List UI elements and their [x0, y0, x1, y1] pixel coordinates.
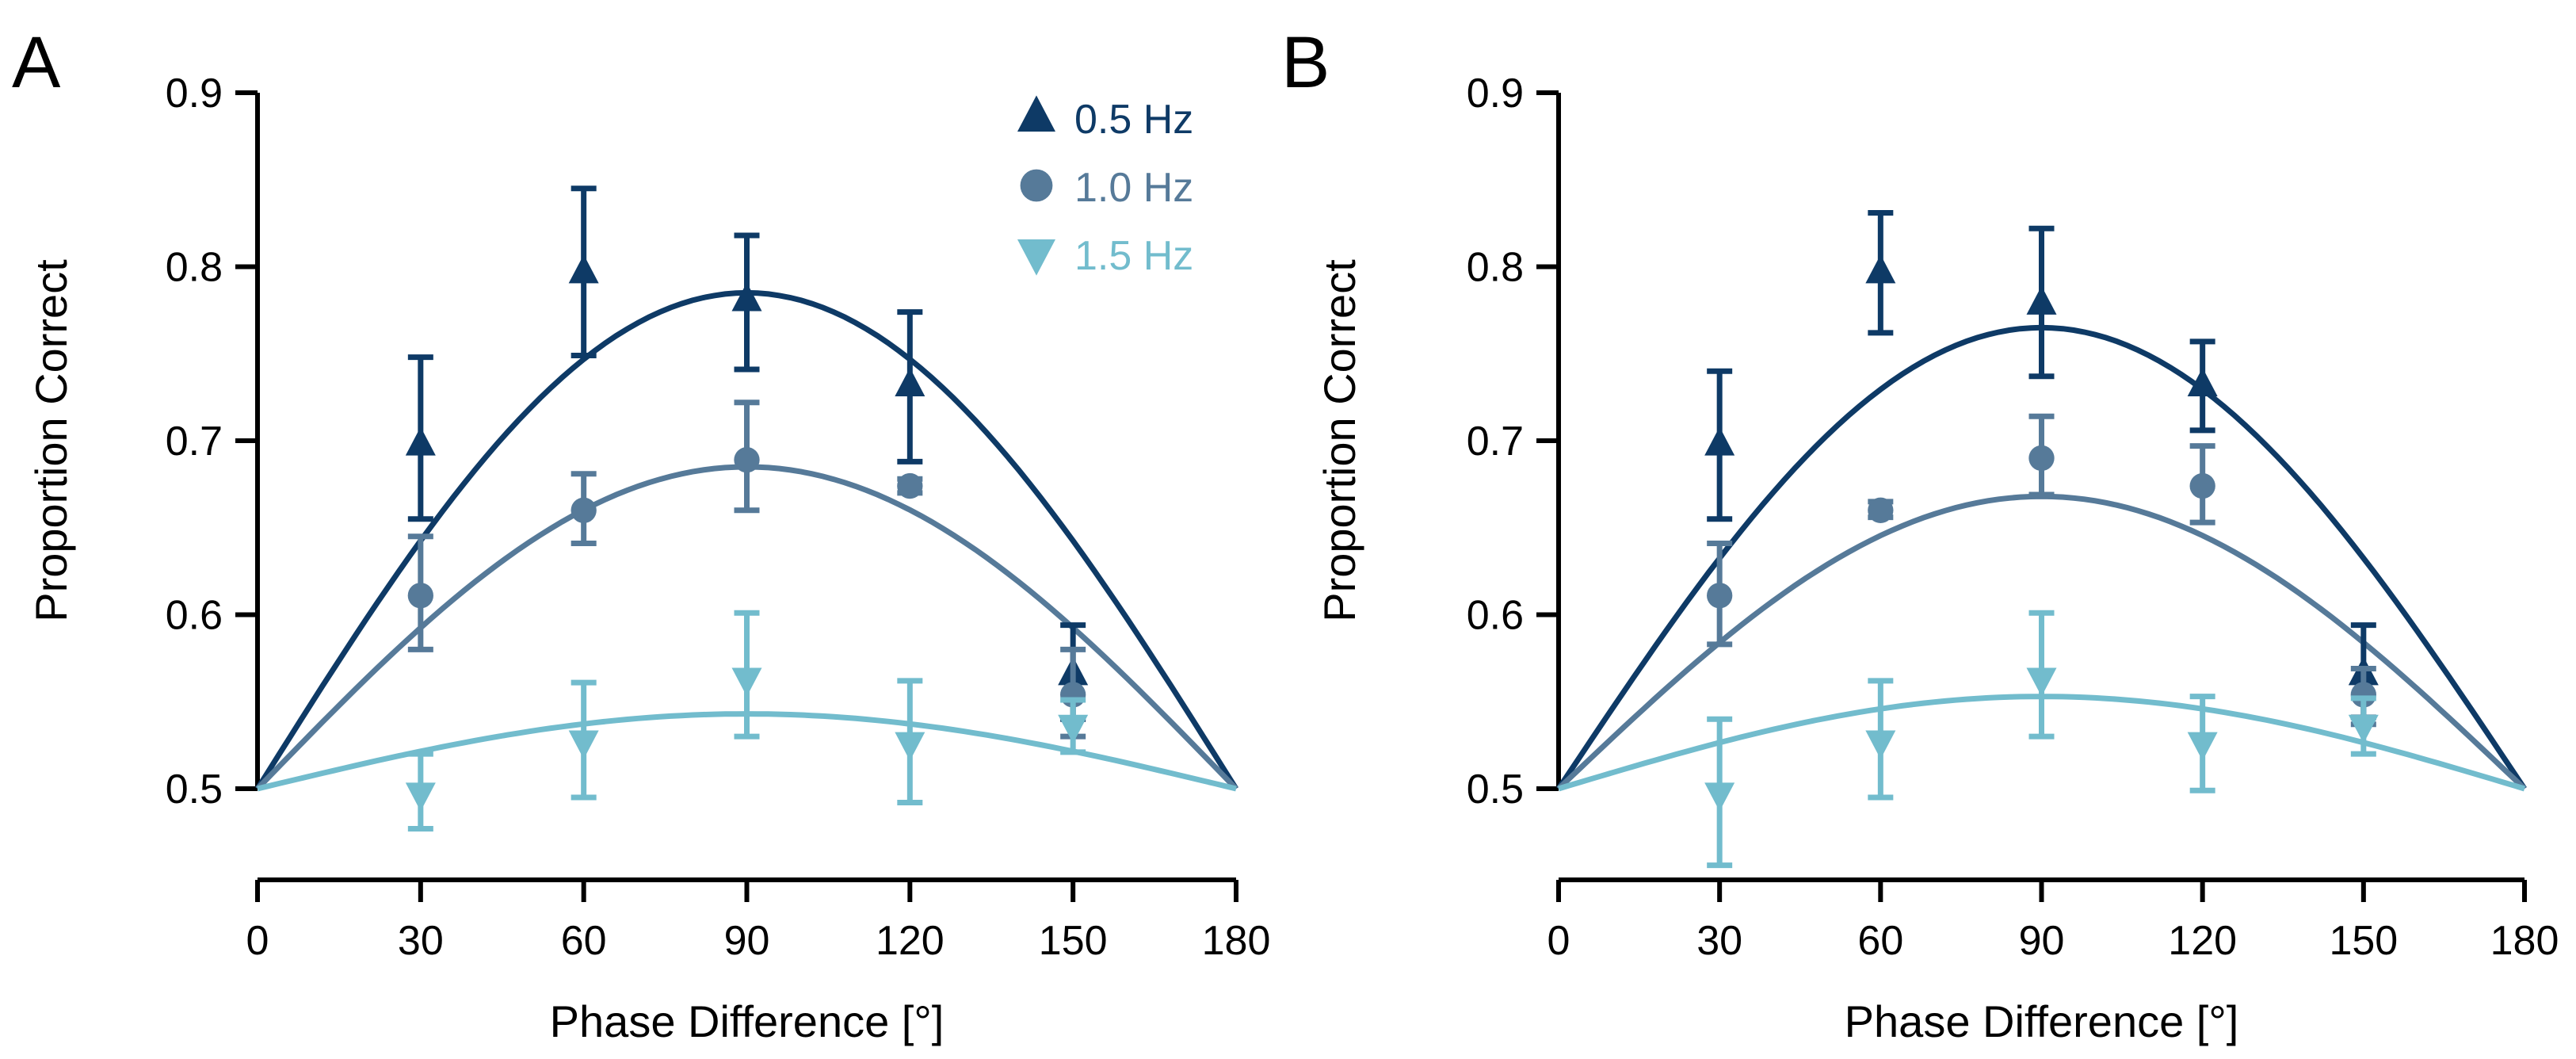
x-axis-title: Phase Difference [°] [550, 996, 945, 1046]
x-tick-label: 60 [561, 918, 607, 964]
x-tick-label: 60 [1857, 918, 1903, 964]
data-point-0-5-hz [731, 282, 762, 312]
y-tick-label: 0.8 [166, 245, 223, 291]
x-tick-label: 120 [876, 918, 945, 964]
panel-letter: A [12, 22, 61, 103]
y-tick-label: 0.5 [1467, 767, 1524, 812]
x-tick-label: 90 [724, 918, 770, 964]
data-point-1-5-hz [568, 730, 599, 759]
y-tick-label: 0.5 [166, 767, 223, 812]
x-tick-label: 30 [398, 918, 444, 964]
data-point-0-5-hz [895, 367, 925, 397]
data-point-1-5-hz [1058, 714, 1089, 744]
data-point-1-5-hz [2187, 732, 2218, 761]
legend-label: 0.5 Hz [1074, 97, 1193, 143]
x-tick-label: 180 [2490, 918, 2559, 964]
data-point-1-0-hz [2028, 445, 2055, 472]
x-tick-label: 150 [2329, 918, 2398, 964]
panel-a: A 0.5 0.6 0.7 0.8 0.9 0 30 60 90 120 150 180 Phase Di… [12, 22, 1270, 1046]
x-tick-label: 0 [1548, 918, 1570, 964]
legend-label: 1.5 Hz [1074, 233, 1193, 279]
data-point-1-5-hz [405, 782, 436, 812]
data-point-1-0-hz [571, 497, 597, 523]
data-point-0-5-hz [1865, 254, 1896, 284]
panel-b: B 0.5 0.6 0.7 0.8 0.9 0 30 60 90 120 150 180 Phase Di… [1281, 22, 2559, 1046]
data-point-0-5-hz [2187, 367, 2218, 397]
data-point-1-0-hz [734, 446, 760, 473]
y-axis-title: Proportion Correct [1315, 259, 1364, 622]
x-tick-label: 150 [1039, 918, 1108, 964]
y-axis-title: Proportion Correct [26, 259, 76, 622]
data-point-1-0-hz [2350, 682, 2376, 708]
legend-label: 1.0 Hz [1074, 165, 1193, 211]
y-tick-label: 0.6 [166, 593, 223, 639]
x-tick-label: 120 [2168, 918, 2237, 964]
panel-letter: B [1281, 22, 1330, 103]
data-point-1-0-hz [407, 583, 433, 609]
data-point-1-0-hz [1707, 583, 1733, 609]
x-tick-label: 0 [246, 918, 269, 964]
legend-marker [1017, 95, 1055, 132]
data-point-1-5-hz [2026, 667, 2057, 697]
data-point-1-0-hz [1868, 497, 1894, 523]
data-point-1-5-hz [895, 732, 925, 761]
legend-marker [1017, 239, 1055, 276]
data-point-0-5-hz [568, 254, 599, 284]
legend-marker [1020, 169, 1053, 202]
y-tick-label: 0.9 [166, 71, 223, 117]
data-point-1-0-hz [897, 472, 923, 499]
x-tick-label: 90 [2019, 918, 2065, 964]
x-tick-label: 180 [1202, 918, 1271, 964]
y-tick-label: 0.6 [1467, 593, 1524, 639]
x-tick-label: 30 [1696, 918, 1742, 964]
y-tick-label: 0.9 [1467, 71, 1524, 117]
x-axis-title: Phase Difference [°] [1845, 996, 2239, 1046]
data-point-1-5-hz [1704, 782, 1735, 812]
data-point-1-5-hz [1865, 730, 1896, 759]
data-point-1-5-hz [731, 667, 762, 697]
data-point-0-5-hz [405, 426, 436, 456]
y-tick-label: 0.8 [1467, 245, 1524, 291]
data-point-1-5-hz [2348, 714, 2379, 744]
y-tick-label: 0.7 [1467, 419, 1524, 465]
data-point-0-5-hz [1704, 426, 1735, 456]
data-point-0-5-hz [2026, 285, 2057, 315]
y-tick-label: 0.7 [166, 419, 223, 465]
data-point-1-0-hz [2189, 472, 2215, 499]
